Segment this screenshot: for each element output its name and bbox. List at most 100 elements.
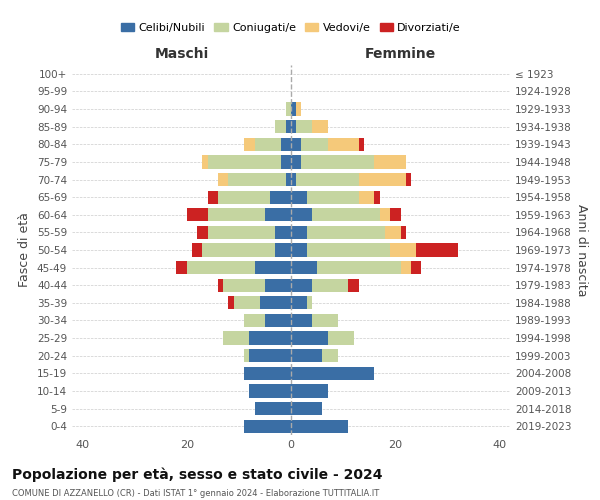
Bar xyxy=(312,120,328,134)
Bar xyxy=(322,349,338,362)
Bar xyxy=(291,420,349,433)
Bar xyxy=(244,138,254,151)
Y-axis label: Fasce di età: Fasce di età xyxy=(19,212,31,288)
Bar xyxy=(291,226,307,239)
Bar xyxy=(307,244,390,256)
Bar xyxy=(291,208,312,222)
Bar xyxy=(291,190,307,204)
Bar xyxy=(291,366,374,380)
Bar xyxy=(192,244,202,256)
Bar xyxy=(229,296,233,310)
Text: Popolazione per età, sesso e stato civile - 2024: Popolazione per età, sesso e stato civil… xyxy=(12,468,383,482)
Bar xyxy=(291,402,322,415)
Bar xyxy=(374,156,406,168)
Bar xyxy=(291,138,301,151)
Bar xyxy=(291,349,322,362)
Bar xyxy=(401,226,406,239)
Bar xyxy=(390,244,416,256)
Bar xyxy=(286,173,291,186)
Bar xyxy=(301,138,328,151)
Bar xyxy=(328,138,359,151)
Bar xyxy=(275,244,291,256)
Bar xyxy=(307,296,312,310)
Bar xyxy=(275,120,286,134)
Bar xyxy=(223,278,265,292)
Bar xyxy=(208,190,218,204)
Bar xyxy=(291,173,296,186)
Bar xyxy=(312,208,380,222)
Bar xyxy=(265,208,291,222)
Bar xyxy=(208,208,265,222)
Text: Maschi: Maschi xyxy=(154,48,209,62)
Bar xyxy=(254,261,291,274)
Bar xyxy=(218,190,270,204)
Bar xyxy=(244,349,249,362)
Bar xyxy=(317,261,401,274)
Bar xyxy=(202,244,275,256)
Bar xyxy=(291,120,296,134)
Bar xyxy=(312,278,349,292)
Bar xyxy=(296,102,301,116)
Bar xyxy=(197,226,208,239)
Bar xyxy=(270,190,291,204)
Bar xyxy=(307,226,385,239)
Text: Femmine: Femmine xyxy=(365,48,436,62)
Bar xyxy=(291,332,328,344)
Bar xyxy=(176,261,187,274)
Bar xyxy=(187,261,254,274)
Legend: Celibi/Nubili, Coniugati/e, Vedovi/e, Divorziati/e: Celibi/Nubili, Coniugati/e, Vedovi/e, Di… xyxy=(116,19,466,38)
Bar xyxy=(249,332,291,344)
Bar xyxy=(208,226,275,239)
Bar xyxy=(286,120,291,134)
Bar xyxy=(260,296,291,310)
Bar xyxy=(249,384,291,398)
Bar xyxy=(233,296,260,310)
Bar xyxy=(359,173,406,186)
Bar xyxy=(307,190,359,204)
Bar xyxy=(244,314,265,327)
Bar xyxy=(223,332,249,344)
Bar xyxy=(281,138,291,151)
Bar xyxy=(291,278,312,292)
Bar xyxy=(286,102,291,116)
Bar xyxy=(291,156,301,168)
Bar xyxy=(291,314,312,327)
Bar xyxy=(265,314,291,327)
Bar xyxy=(202,156,208,168)
Bar xyxy=(328,332,353,344)
Bar xyxy=(291,261,317,274)
Bar xyxy=(406,173,411,186)
Bar xyxy=(291,102,296,116)
Bar xyxy=(291,296,307,310)
Bar xyxy=(359,138,364,151)
Bar xyxy=(208,156,281,168)
Bar xyxy=(301,156,374,168)
Bar xyxy=(254,138,281,151)
Bar xyxy=(349,278,359,292)
Bar xyxy=(229,173,286,186)
Bar xyxy=(244,366,291,380)
Bar xyxy=(401,261,411,274)
Bar xyxy=(218,278,223,292)
Bar xyxy=(249,349,291,362)
Bar xyxy=(218,173,229,186)
Bar xyxy=(416,244,458,256)
Bar xyxy=(275,226,291,239)
Bar xyxy=(385,226,401,239)
Bar xyxy=(291,244,307,256)
Bar xyxy=(244,420,291,433)
Bar xyxy=(291,384,328,398)
Bar xyxy=(265,278,291,292)
Bar xyxy=(374,190,380,204)
Bar xyxy=(187,208,208,222)
Bar xyxy=(359,190,374,204)
Bar xyxy=(254,402,291,415)
Text: COMUNE DI AZZANELLO (CR) - Dati ISTAT 1° gennaio 2024 - Elaborazione TUTTITALIA.: COMUNE DI AZZANELLO (CR) - Dati ISTAT 1°… xyxy=(12,489,379,498)
Bar xyxy=(390,208,401,222)
Bar xyxy=(380,208,390,222)
Bar xyxy=(411,261,421,274)
Bar xyxy=(312,314,338,327)
Bar xyxy=(296,120,312,134)
Y-axis label: Anni di nascita: Anni di nascita xyxy=(575,204,588,296)
Bar xyxy=(281,156,291,168)
